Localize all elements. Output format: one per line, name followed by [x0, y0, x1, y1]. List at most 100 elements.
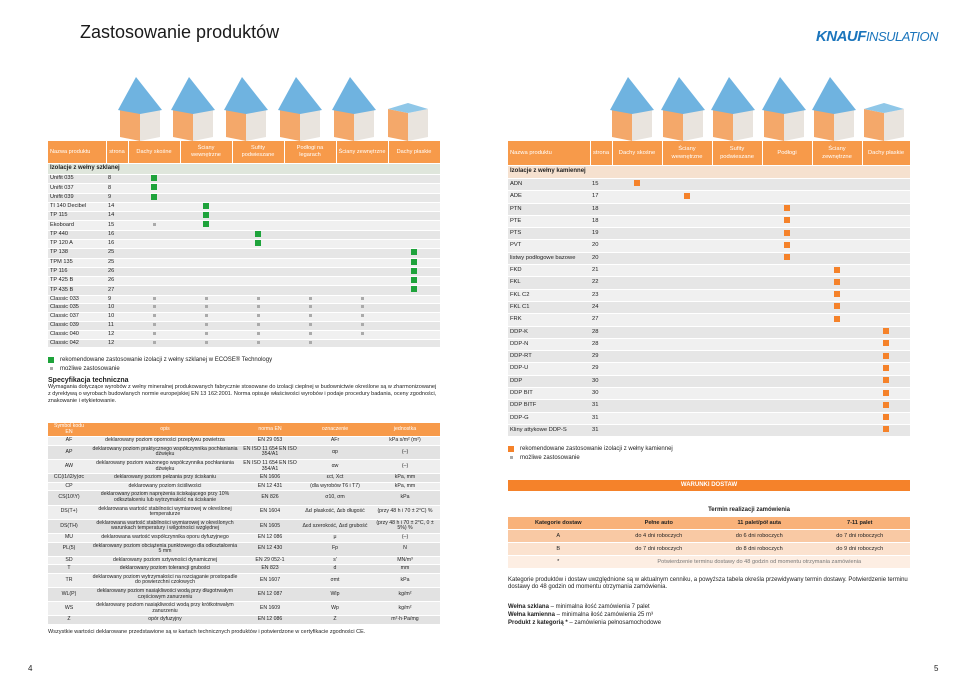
house-roof — [278, 77, 322, 114]
house-wall — [173, 109, 193, 141]
product-row: TP 138 25 — [48, 248, 440, 259]
column-header: norma EN — [240, 423, 300, 438]
product-name: DDP-G — [508, 412, 590, 425]
spec-cell: deklarowany poziom obciążenia punktowego… — [90, 542, 240, 557]
spec-cell: EN ISO 11 654 EN ISO 354/A1 — [240, 459, 300, 475]
spec-cell: EN 12 431 — [240, 482, 300, 492]
spec-cell: (–) — [370, 445, 440, 460]
usage-cell — [812, 239, 862, 253]
usage-cell — [180, 248, 232, 259]
spec-cell: WS — [48, 601, 90, 617]
product-row: TP 115 14 — [48, 211, 440, 222]
product-name: FKD — [508, 264, 590, 278]
possible-mark — [308, 323, 312, 327]
usage-cell — [284, 276, 336, 287]
usage-cell — [336, 193, 388, 203]
usage-cell — [232, 258, 284, 268]
possible-mark — [308, 314, 312, 318]
usage-cell — [336, 285, 388, 296]
usage-cell — [812, 252, 862, 266]
usage-cell — [612, 227, 662, 241]
usage-cell — [762, 178, 812, 192]
usage-cell — [762, 264, 812, 278]
product-name: DDP-RT — [508, 350, 590, 364]
usage-cell — [762, 227, 812, 241]
house-roof — [610, 77, 654, 114]
product-name: DDP-U — [508, 362, 590, 376]
usage-cell — [862, 252, 910, 266]
recommended-mark — [634, 180, 640, 187]
product-row: TP 435 B 27 — [48, 285, 440, 296]
column-header: Ściany zewnętrzne — [336, 141, 389, 164]
usage-cell — [662, 203, 712, 216]
usage-cell — [812, 178, 862, 192]
house-wall — [388, 109, 408, 141]
house-roof — [711, 77, 755, 114]
usage-cell — [662, 313, 712, 327]
spec-cell: EN 12 086 — [240, 615, 300, 626]
product-row: DDP-K 28 — [508, 326, 910, 339]
usage-cell — [812, 326, 862, 339]
product-page: 15 — [590, 178, 612, 192]
spec-row: CC(i1/i2/y)σc deklarowany poziom pełzania… — [48, 473, 440, 483]
house-wall — [632, 109, 652, 141]
minimum-text: – minimalna ilość zamówienia 7 palet — [548, 604, 650, 610]
usage-cell — [762, 375, 812, 389]
product-page: 27 — [590, 313, 612, 327]
spec-cell: kg/m² — [370, 601, 440, 617]
usage-cell — [762, 203, 812, 216]
usage-cell — [812, 276, 862, 290]
spec-cell: EN 1605 — [240, 519, 300, 534]
usage-cell — [612, 338, 662, 352]
spec-cell: Wp — [300, 601, 370, 617]
usage-cell — [862, 375, 910, 389]
usage-cell — [284, 193, 336, 203]
recommended-mark — [883, 414, 889, 421]
logo-brand: KNAUF — [815, 28, 867, 45]
section-row: Izolacje z wełny szklanej — [48, 163, 440, 175]
product-name: ADE — [508, 190, 590, 204]
recommended-mark — [255, 230, 261, 237]
usage-cell — [336, 174, 388, 185]
usage-cell — [388, 312, 440, 323]
usage-cell — [336, 295, 388, 305]
usage-cell — [612, 399, 662, 413]
product-page: 14 — [106, 202, 128, 213]
possible-mark — [308, 296, 312, 300]
spec-cell: m²·h·Pa/mg — [370, 615, 440, 626]
usage-cell — [388, 239, 440, 250]
product-name: Kliny attykowe DDP-S — [508, 424, 590, 438]
product-page: 24 — [590, 301, 612, 315]
house-icon — [762, 77, 806, 141]
minimum-text: – zamówienia pełnosamochodowe — [567, 620, 662, 626]
column-header: strona — [590, 141, 613, 166]
possible-mark — [256, 314, 260, 318]
column-header: strona — [106, 141, 129, 164]
product-name: Unifit 039 — [48, 193, 106, 203]
usage-cell — [612, 178, 662, 192]
product-name: FKL C2 — [508, 289, 590, 302]
minimum-label: Wełna kamienna — [508, 612, 555, 618]
product-name: Classic 042 — [48, 339, 106, 349]
usage-cell — [128, 183, 180, 194]
usage-cell — [128, 220, 180, 231]
possible-mark — [256, 323, 260, 327]
minimum-text: – minimalna ilość zamówienia 25 m³ — [554, 612, 653, 618]
spec-cell: kPa, mm — [370, 473, 440, 483]
usage-cell — [232, 174, 284, 185]
product-name: TP 138 — [48, 248, 106, 259]
usage-cell — [180, 303, 232, 314]
product-name: FKL — [508, 276, 590, 290]
recommended-mark — [684, 192, 690, 199]
spec-row: WL(P) deklarowany poziom nasiąkliwości wo… — [48, 587, 440, 603]
usage-cell — [336, 239, 388, 250]
spec-cell: SD — [48, 556, 90, 566]
spec-table: Symbol kodu EN opis norma EN oznaczenie jedn… — [48, 423, 440, 626]
spec-cell: DS(TH) — [48, 519, 90, 534]
minimum-line: Produkt z kategorią * – zamówienia pełno… — [508, 619, 910, 627]
usage-cell — [812, 387, 862, 401]
product-name: DDP-K — [508, 326, 590, 339]
usage-cell — [812, 338, 862, 352]
house-wall — [300, 109, 320, 141]
usage-cell — [232, 211, 284, 222]
